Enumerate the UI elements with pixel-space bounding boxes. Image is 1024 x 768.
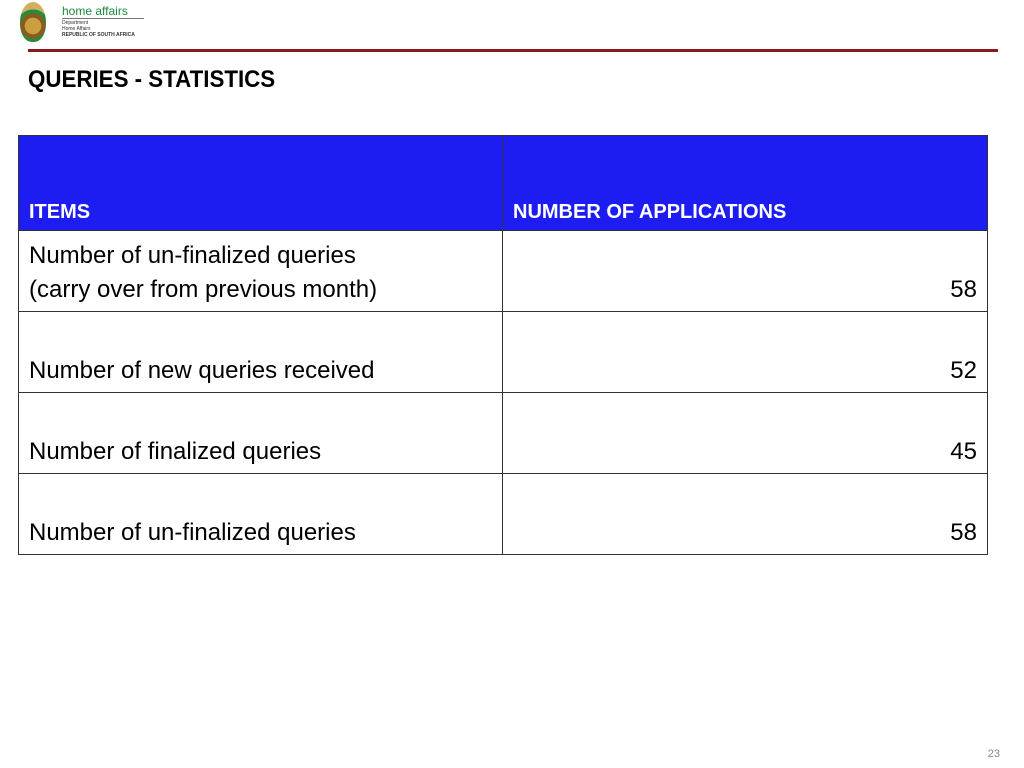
table-row: Number of finalized queries 45 bbox=[18, 392, 988, 474]
column-header: NUMBER OF APPLICATIONS bbox=[502, 135, 988, 231]
logo-line: REPUBLIC OF SOUTH AFRICA bbox=[62, 32, 135, 38]
value-cell: 58 bbox=[502, 473, 988, 555]
item-cell: Number of finalized queries bbox=[18, 392, 503, 474]
header-row: ITEMS NUMBER OF APPLICATIONS bbox=[18, 135, 988, 231]
home-affairs-logo: home affairs Department Home Affairs REP… bbox=[18, 2, 148, 44]
item-text: (carry over from previous month) bbox=[29, 276, 378, 303]
table-row: Number of un-finalized queries 58 bbox=[18, 473, 988, 555]
item-cell: Number of un-finalized queries bbox=[18, 473, 503, 555]
coat-of-arms-icon bbox=[20, 2, 46, 42]
item-cell: Number of new queries received bbox=[18, 311, 503, 393]
logo-line: Department bbox=[62, 20, 89, 26]
value-cell: 45 bbox=[502, 392, 988, 474]
logo-divider bbox=[62, 18, 144, 19]
page-title: QUERIES - STATISTICS bbox=[28, 66, 276, 93]
table-row: Number of un-finalized queries (carry ove… bbox=[18, 230, 988, 312]
column-header: ITEMS bbox=[18, 135, 503, 231]
header-rule bbox=[28, 49, 998, 52]
value-cell: 58 bbox=[502, 230, 988, 312]
item-cell: Number of un-finalized queries (carry ove… bbox=[18, 230, 503, 312]
page-number: 23 bbox=[987, 748, 1000, 760]
value-cell: 52 bbox=[502, 311, 988, 393]
logo-line: Home Affairs bbox=[62, 26, 91, 32]
item-text: Number of un-finalized queries bbox=[29, 242, 356, 269]
statistics-table: ITEMS NUMBER OF APPLICATIONS Number of u… bbox=[18, 135, 988, 555]
logo-brand: home affairs bbox=[62, 4, 128, 18]
table-row: Number of new queries received 52 bbox=[18, 311, 988, 393]
